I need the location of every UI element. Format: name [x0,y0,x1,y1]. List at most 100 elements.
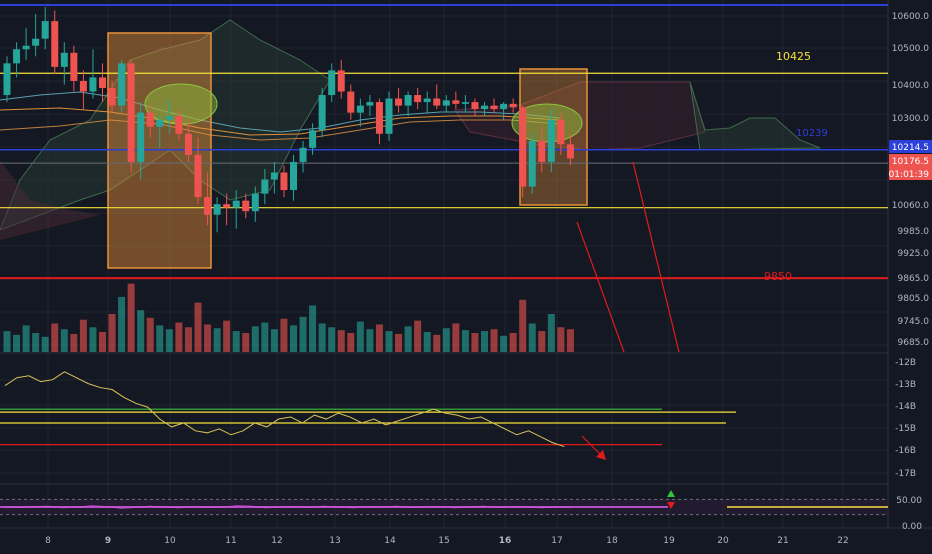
candle-body [404,95,412,106]
volume-bar [471,333,479,352]
volume-bar [404,326,412,352]
moving-average-line [0,107,561,136]
candle-body [528,140,536,187]
volume-bar [385,331,393,352]
volume-bar [433,334,441,352]
candle-body [242,200,250,212]
candle-body [433,98,441,106]
price-levels: 10425 9850 10239 [0,4,888,283]
volume-bar [127,283,135,352]
candle-body [175,116,183,134]
volume-bar [366,329,374,352]
candle-body [118,63,126,106]
volume-bar [3,331,11,352]
time-tick-label: 22 [837,536,848,546]
candle-body [156,119,164,127]
candle-body [452,100,460,104]
volume-bar [356,321,364,352]
volume-bar [309,305,317,352]
volume-bar [414,320,422,352]
candle-body [108,88,116,106]
volume-bar [528,323,536,352]
candle-body [547,119,555,162]
price-tick-label: 10300.0 [892,114,929,124]
volume-bar [519,299,527,352]
candle-body [481,105,488,110]
volume-bar [60,329,68,352]
price-tick-label: 10600.0 [892,12,929,22]
price-tag-current-bg [889,167,932,180]
rsi-line [4,505,571,509]
oscillator-tick-label: -15B [895,424,916,434]
candle-body [137,112,145,162]
volume-bar [175,322,183,352]
candle-body [318,95,326,131]
price-tick-label: 10400.0 [892,81,929,91]
candle-body [232,200,240,208]
candle-body [165,116,173,120]
price-tag-blue-label: 10214.5 [892,143,929,153]
volume-bar [118,296,126,352]
candle-body [328,70,336,96]
candle-body [99,77,106,88]
volume-bar [165,329,173,352]
candle-body [538,140,546,162]
volume-bar [232,331,240,352]
level-label-blue: 10239 [796,128,828,139]
candle-body [127,63,135,162]
volume-bar [566,329,574,352]
candle-body [32,38,40,46]
candle-body [375,102,383,134]
volume-bar [481,331,488,352]
time-tick-label: 8 [45,536,51,546]
volume-bar [490,329,498,352]
candle-body [13,49,21,64]
candle-body [70,52,78,81]
volume-bar [13,334,21,352]
volume-bar [557,327,565,352]
volume-bar [337,330,345,352]
volume-bar [108,314,116,352]
cloud-green-right [689,81,821,151]
volume-bar [509,333,517,352]
projection-line [632,161,680,353]
volume-bar [500,335,508,352]
highlight-ellipse-right [511,103,583,143]
volume-bar [442,328,450,352]
price-tick-label: 9865.0 [898,274,930,284]
candle-body [146,112,154,127]
projection-line [576,221,625,353]
candle-body [566,144,574,159]
rsi-up-arrow-icon [667,490,675,497]
candle-body [299,147,307,162]
volume-bar [51,323,59,352]
volume-bar [423,332,431,352]
rsi-down-arrow-icon [667,502,675,509]
volume-bar [290,325,297,352]
price-tag-blue-bg [889,140,932,153]
volume-bar [32,333,40,352]
candle-body [261,179,269,194]
price-tick-label: 9925.0 [898,249,930,259]
candle-body [213,204,221,215]
volume-bar [89,327,97,352]
candle-body [471,102,479,110]
volume-bar [270,329,278,352]
price-tag-current-label: 10176.5 [892,157,929,167]
candle-body [385,98,393,134]
candle-body [251,193,259,212]
candle-body [184,133,192,155]
price-tick-label: 10500.0 [892,44,929,54]
candle-body [519,107,527,187]
oscillator-line [4,371,565,448]
candle-body [270,172,278,180]
time-tick-label: 18 [606,536,618,546]
volume-bar [547,314,555,352]
projection-arrows [576,161,680,460]
time-tick-label: 20 [717,536,729,546]
volume-bar [242,333,250,352]
price-tag-current-label: 01:01:39 [889,170,930,180]
time-tick-label: 19 [663,536,675,546]
candlesticks [3,7,574,233]
